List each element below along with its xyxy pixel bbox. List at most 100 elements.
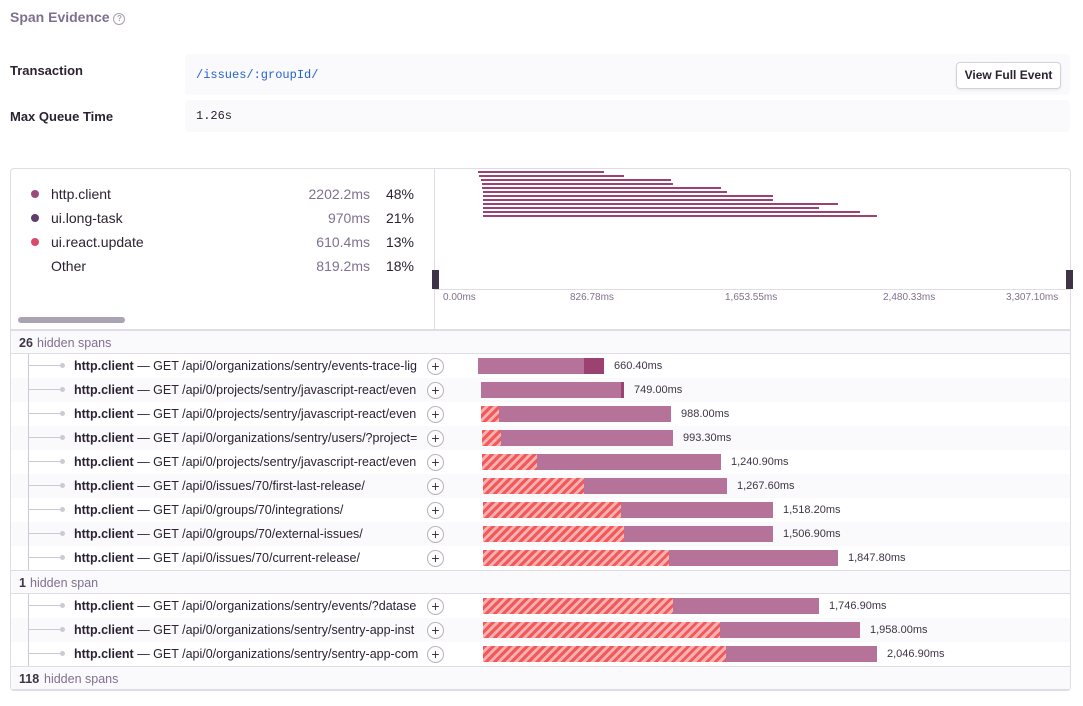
legend-row: Other 819.2ms 18% bbox=[10, 255, 430, 277]
span-duration: 1,506.90ms bbox=[783, 528, 841, 540]
queue-time: 1.26s bbox=[196, 109, 233, 123]
divider bbox=[434, 169, 435, 330]
hidden-spans-row[interactable]: 1 hidden span bbox=[11, 570, 1070, 594]
legend-row: ui.react.update 610.4ms 13% bbox=[10, 231, 430, 253]
tree-connector bbox=[28, 605, 62, 606]
expand-button[interactable]: + bbox=[427, 406, 444, 423]
view-full-event-button[interactable]: View Full Event bbox=[956, 62, 1061, 89]
minimap-handle[interactable] bbox=[1066, 270, 1073, 289]
tree-connector bbox=[28, 522, 29, 546]
span-row[interactable]: http.client — GET /api/0/issues/70/curre… bbox=[11, 546, 1070, 570]
legend-name: ui.react.update bbox=[51, 234, 144, 250]
span-text: — GET /api/0/organizations/sentry/users/… bbox=[133, 431, 418, 445]
span-op: http.client bbox=[74, 455, 134, 469]
tree-connector bbox=[28, 354, 29, 378]
span-bar bbox=[481, 382, 621, 398]
hidden-spans-row[interactable]: 26 hidden spans bbox=[11, 330, 1070, 354]
expand-button[interactable]: + bbox=[427, 622, 444, 639]
span-row[interactable]: http.client — GET /api/0/projects/sentry… bbox=[11, 402, 1070, 426]
span-text: — GET /api/0/issues/70/first-last-releas… bbox=[133, 479, 365, 493]
tree-connector bbox=[28, 461, 62, 462]
span-row[interactable]: http.client — GET /api/0/groups/70/integ… bbox=[11, 498, 1070, 522]
tree-node bbox=[60, 363, 65, 368]
legend-duration: 819.2ms bbox=[316, 258, 370, 274]
tree-connector bbox=[28, 389, 62, 390]
span-row[interactable]: http.client — GET /api/0/organizations/s… bbox=[11, 642, 1070, 666]
queue-hatch bbox=[482, 430, 501, 446]
span-description: http.client — GET /api/0/organizations/s… bbox=[74, 426, 425, 450]
legend-dot bbox=[31, 190, 39, 198]
tree-node bbox=[60, 411, 65, 416]
expand-button[interactable]: + bbox=[427, 526, 444, 543]
span-op: http.client bbox=[74, 503, 134, 517]
minimap-handle[interactable] bbox=[432, 270, 439, 289]
span-row[interactable]: http.client — GET /api/0/projects/sentry… bbox=[11, 378, 1070, 402]
span-row[interactable]: http.client — GET /api/0/organizations/s… bbox=[11, 618, 1070, 642]
expand-button[interactable]: + bbox=[427, 550, 444, 567]
span-duration: 988.00ms bbox=[681, 408, 730, 420]
section-title: Span Evidence ? bbox=[10, 9, 126, 25]
queue-hatch bbox=[483, 502, 621, 518]
span-row[interactable]: http.client — GET /api/0/organizations/s… bbox=[11, 426, 1070, 450]
value-box bbox=[185, 54, 1070, 95]
legend-duration: 2202.2ms bbox=[308, 186, 370, 202]
legend-row: ui.long-task 970ms 21% bbox=[10, 207, 430, 229]
span-row[interactable]: http.client — GET /api/0/issues/70/first… bbox=[11, 474, 1070, 498]
separator bbox=[11, 329, 1070, 330]
transaction-link[interactable]: /issues/:groupId/ bbox=[196, 68, 319, 82]
span-text: — GET /api/0/organizations/sentry/events… bbox=[133, 599, 417, 613]
row-label: Max Queue Time bbox=[10, 109, 114, 124]
span-text: — GET /api/0/groups/70/external-issues/ bbox=[133, 527, 363, 541]
hidden-spans-row[interactable]: 118 hidden spans bbox=[11, 666, 1070, 690]
legend-dot bbox=[31, 238, 39, 246]
expand-button[interactable]: + bbox=[427, 358, 444, 375]
span-description: http.client — GET /api/0/projects/sentry… bbox=[74, 402, 425, 426]
tree-node bbox=[60, 459, 65, 464]
expand-button[interactable]: + bbox=[427, 454, 444, 471]
minimap-tick-label: 1,653.55ms bbox=[725, 292, 778, 303]
minimap-tick-label: 0.00ms bbox=[443, 292, 476, 303]
expand-button[interactable]: + bbox=[427, 502, 444, 519]
span-description: http.client — GET /api/0/projects/sentry… bbox=[74, 450, 425, 474]
tree-connector bbox=[28, 594, 29, 618]
span-bar bbox=[482, 430, 673, 446]
tree-connector bbox=[28, 509, 62, 510]
span-op: http.client bbox=[74, 599, 134, 613]
span-self bbox=[621, 382, 624, 398]
expand-button[interactable]: + bbox=[427, 430, 444, 447]
span-text: — GET /api/0/projects/sentry/javascript-… bbox=[133, 383, 417, 397]
expand-button[interactable]: + bbox=[427, 598, 444, 615]
span-row[interactable]: http.client — GET /api/0/organizations/s… bbox=[11, 354, 1070, 378]
span-row[interactable]: http.client — GET /api/0/projects/sentry… bbox=[11, 450, 1070, 474]
minimap-tick-label: 3,307.10ms bbox=[1006, 292, 1059, 303]
span-op: http.client bbox=[74, 383, 134, 397]
span-op: http.client bbox=[74, 479, 134, 493]
scrollbar[interactable] bbox=[18, 317, 125, 323]
span-text: — GET /api/0/organizations/sentry/events… bbox=[133, 359, 417, 373]
span-op: http.client bbox=[74, 647, 134, 661]
span-duration: 660.40ms bbox=[614, 360, 663, 372]
hidden-count: 1 bbox=[19, 576, 26, 590]
expand-button[interactable]: + bbox=[427, 646, 444, 663]
tree-node bbox=[60, 483, 65, 488]
expand-button[interactable]: + bbox=[427, 478, 444, 495]
queue-hatch bbox=[483, 550, 669, 566]
span-self bbox=[584, 358, 604, 374]
legend-name: http.client bbox=[51, 186, 111, 202]
span-duration: 2,046.90ms bbox=[887, 648, 945, 660]
legend-percent: 21% bbox=[385, 210, 414, 226]
minimap-tick-label: 826.78ms bbox=[570, 292, 614, 303]
span-bar bbox=[481, 406, 671, 422]
legend-dot bbox=[31, 214, 39, 222]
expand-button[interactable]: + bbox=[427, 382, 444, 399]
span-text: — GET /api/0/projects/sentry/javascript-… bbox=[133, 455, 417, 469]
tree-connector bbox=[28, 629, 62, 630]
span-description: http.client — GET /api/0/organizations/s… bbox=[74, 642, 425, 666]
span-row[interactable]: http.client — GET /api/0/groups/70/exter… bbox=[11, 522, 1070, 546]
span-description: http.client — GET /api/0/groups/70/exter… bbox=[74, 522, 425, 546]
help-icon[interactable]: ? bbox=[113, 13, 126, 25]
hidden-count: 118 bbox=[19, 672, 40, 686]
minimap-tick-label: 2,480.33ms bbox=[883, 292, 936, 303]
span-row[interactable]: http.client — GET /api/0/organizations/s… bbox=[11, 594, 1070, 618]
